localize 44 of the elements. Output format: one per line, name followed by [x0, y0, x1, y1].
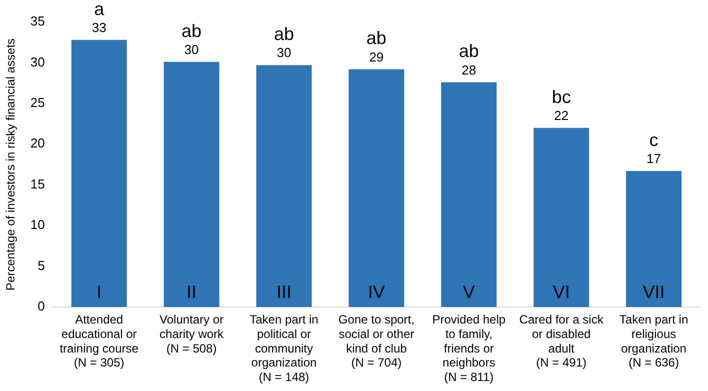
annotation: IV — [368, 282, 385, 302]
x-tick-label: Cared for a sick or disabled adult (N = 491) — [519, 312, 604, 370]
data-label: 28 — [462, 62, 476, 78]
data-label: 17 — [646, 151, 662, 166]
bar — [71, 40, 127, 307]
annotation: VI — [552, 282, 570, 302]
annotation: ab — [182, 20, 202, 41]
y-tick-label: 15 — [30, 176, 45, 192]
x-tick-label: Provided help to family, friends or neighbors (N = 811) — [432, 312, 506, 384]
data-label: 22 — [554, 108, 569, 123]
text: a — [94, 0, 106, 19]
y-tick-label: 20 — [30, 136, 45, 151]
x-tick-label: Voluntary or charity work (N = 508) — [160, 312, 225, 356]
annotation: V — [462, 282, 475, 302]
y-axis-title: Percentage of investors in risky financial assets — [4, 38, 18, 291]
y-tick-label: 10 — [30, 217, 45, 232]
x-tick-label: Gone to sport, social or other kind of club (N = 704) — [338, 312, 414, 370]
y-tick-label: 0 — [38, 298, 45, 314]
bar — [534, 128, 590, 307]
annotation: VII — [642, 282, 665, 302]
data-label: 30 — [184, 42, 199, 57]
annotation: c — [649, 130, 658, 150]
y-tick-label: 5 — [38, 258, 45, 273]
annotation: III — [276, 282, 292, 302]
data-label: 33 — [92, 20, 106, 35]
annotation: ab — [458, 41, 479, 62]
data-label: 30 — [276, 45, 292, 60]
annotation: ab — [366, 28, 386, 48]
bar — [626, 171, 682, 307]
bar — [164, 62, 220, 307]
y-tick-label: 35 — [30, 14, 45, 29]
y-tick-label: 25 — [30, 95, 45, 110]
data-label: 29 — [369, 49, 384, 64]
annotation: II — [186, 282, 197, 302]
annotation: I — [96, 282, 102, 302]
annotation: bc — [552, 86, 571, 107]
bar — [348, 69, 404, 307]
x-tick-label: Taken part in political or community organization (N = 148) — [250, 312, 318, 384]
annotation: ab — [274, 24, 294, 44]
bar — [256, 65, 312, 307]
x-tick-label: Attended educational or training course (N = 305) — [60, 312, 139, 370]
bar — [441, 82, 497, 307]
y-tick-label: 30 — [30, 54, 45, 70]
x-tick-label: Taken part in religious organization (N = 636) — [619, 312, 688, 370]
